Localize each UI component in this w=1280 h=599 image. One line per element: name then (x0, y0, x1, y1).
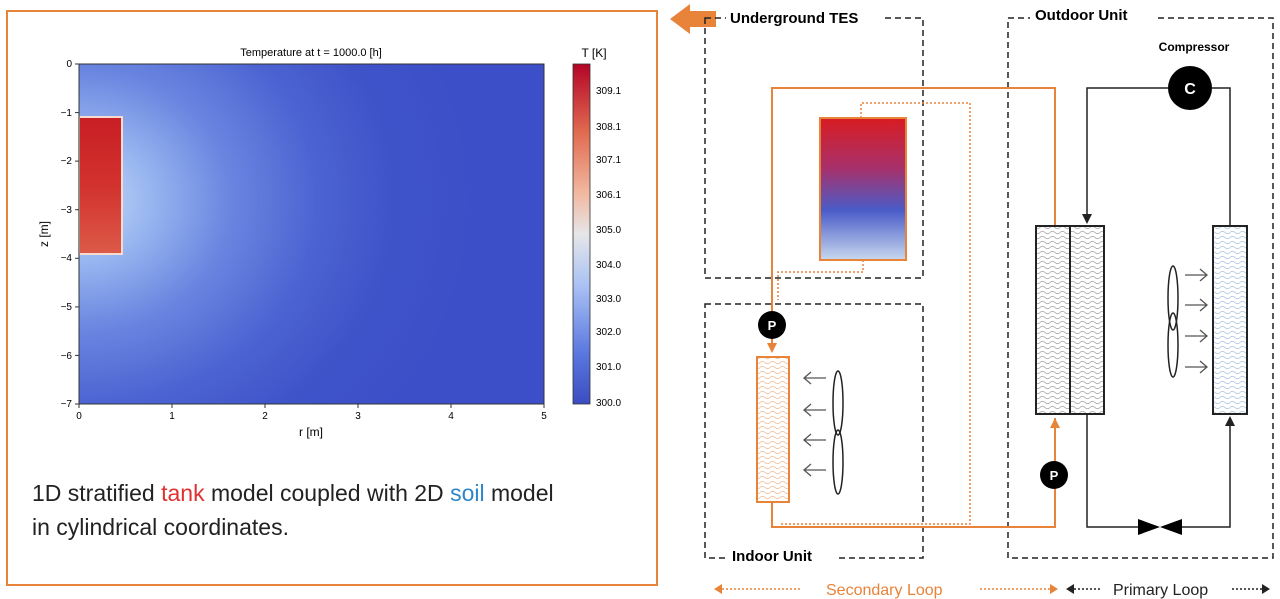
indoor-fan-icon (832, 370, 844, 495)
y-tick-label: −6 (61, 351, 73, 362)
caption-text: model coupled with 2D (204, 480, 451, 506)
colorbar-ticks: 309.1 308.1 307.1 306.1 305.0 304.0 303.… (596, 86, 621, 409)
colorbar (572, 63, 591, 405)
secondary-loop-label: Secondary Loop (826, 582, 943, 599)
caption: 1D stratified tank model coupled with 2D… (32, 476, 652, 544)
x-tick-label: 4 (448, 411, 454, 422)
x-axis-label: r [m] (299, 425, 323, 439)
colorbar-tick-label: 303.0 (596, 294, 621, 305)
y-axis-label: z [m] (37, 221, 51, 247)
colorbar-tick-label: 306.1 (596, 190, 621, 201)
y-tick-label: 0 (66, 59, 72, 70)
soil-field (79, 64, 544, 404)
underground-tes-label: Underground TES (730, 10, 858, 27)
condenser-primary-side (1069, 225, 1105, 415)
tank-region (78, 116, 123, 255)
colorbar-tick-label: 305.0 (596, 225, 621, 236)
temperature-plot: Temperature at t = 1000.0 [h] 0 1 2 3 4 … (37, 46, 621, 439)
y-tick-label: −1 (61, 108, 73, 119)
outdoor-airflow-arrows (1185, 268, 1208, 374)
primary-loop-bottom-pipe (1086, 414, 1231, 528)
primary-loop-top-pipe (1086, 87, 1231, 226)
y-tick-label: −2 (61, 156, 73, 167)
colorbar-tick-label: 301.0 (596, 362, 621, 373)
underground-tes-box (704, 17, 924, 279)
arrow-left-icon (670, 4, 716, 34)
x-tick-label: 2 (262, 411, 268, 422)
y-tick-label: −3 (61, 205, 73, 216)
secondary-loop-legend: Secondary Loop (714, 582, 1058, 599)
x-tick-label: 3 (355, 411, 361, 422)
caption-text: model (484, 480, 554, 506)
y-tick-label: −5 (61, 302, 73, 313)
x-tick-label: 5 (541, 411, 547, 422)
secondary-loop-bottom-pipe (771, 418, 1056, 528)
indoor-pump (758, 311, 786, 339)
primary-loop-label: Primary Loop (1113, 582, 1208, 599)
colorbar-tick-label: 309.1 (596, 86, 621, 97)
secondary-loop-supply-pipe (771, 87, 1056, 345)
x-axis-ticks: 0 1 2 3 4 5 (76, 404, 547, 422)
colorbar-tick-label: 300.0 (596, 398, 621, 409)
y-axis-ticks: 0 −1 −2 −3 −4 −5 −6 −7 (61, 59, 79, 410)
caption-soil-word: soil (450, 480, 485, 506)
caption-text: 1D stratified (32, 480, 162, 506)
outdoor-fan-icon (1167, 265, 1179, 378)
indoor-unit-label: Indoor Unit (732, 548, 812, 565)
colorbar-tick-label: 304.0 (596, 260, 621, 271)
compressor-symbol: C (1184, 81, 1196, 98)
y-tick-label: −4 (61, 253, 73, 264)
secondary-loop-tank-pipe (777, 260, 864, 300)
caption-line2: in cylindrical coordinates. (32, 514, 289, 540)
colorbar-tick-label: 302.0 (596, 327, 621, 338)
expansion-valve-icon (1138, 519, 1182, 535)
plot-frame (78, 63, 545, 405)
pump-symbol: P (1050, 468, 1059, 483)
colorbar-tick-label: 308.1 (596, 122, 621, 133)
secondary-loop-return-pipe (780, 102, 971, 525)
outdoor-unit-label: Outdoor Unit (1035, 7, 1127, 24)
tes-tank (819, 117, 907, 261)
compressor-label: Compressor (1159, 40, 1230, 54)
left-panel: Temperature at t = 1000.0 [h] 0 1 2 3 4 … (6, 10, 658, 586)
colorbar-tick-label: 307.1 (596, 155, 621, 166)
indoor-heat-exchanger (756, 356, 790, 503)
compressor-icon (1168, 66, 1212, 110)
outdoor-pump (1040, 461, 1068, 489)
indoor-airflow-arrows (803, 371, 826, 477)
pump-symbol: P (768, 318, 777, 333)
colorbar-label: T [K] (581, 46, 606, 60)
condenser-secondary-side (1035, 225, 1071, 415)
x-tick-label: 1 (169, 411, 175, 422)
evaporator (1212, 225, 1248, 415)
y-tick-label: −7 (61, 399, 73, 410)
plot-title: Temperature at t = 1000.0 [h] (240, 47, 382, 59)
caption-tank-word: tank (161, 480, 205, 506)
indoor-unit-box (704, 303, 924, 559)
primary-loop-legend: Primary Loop (1066, 582, 1270, 599)
x-tick-label: 0 (76, 411, 82, 422)
